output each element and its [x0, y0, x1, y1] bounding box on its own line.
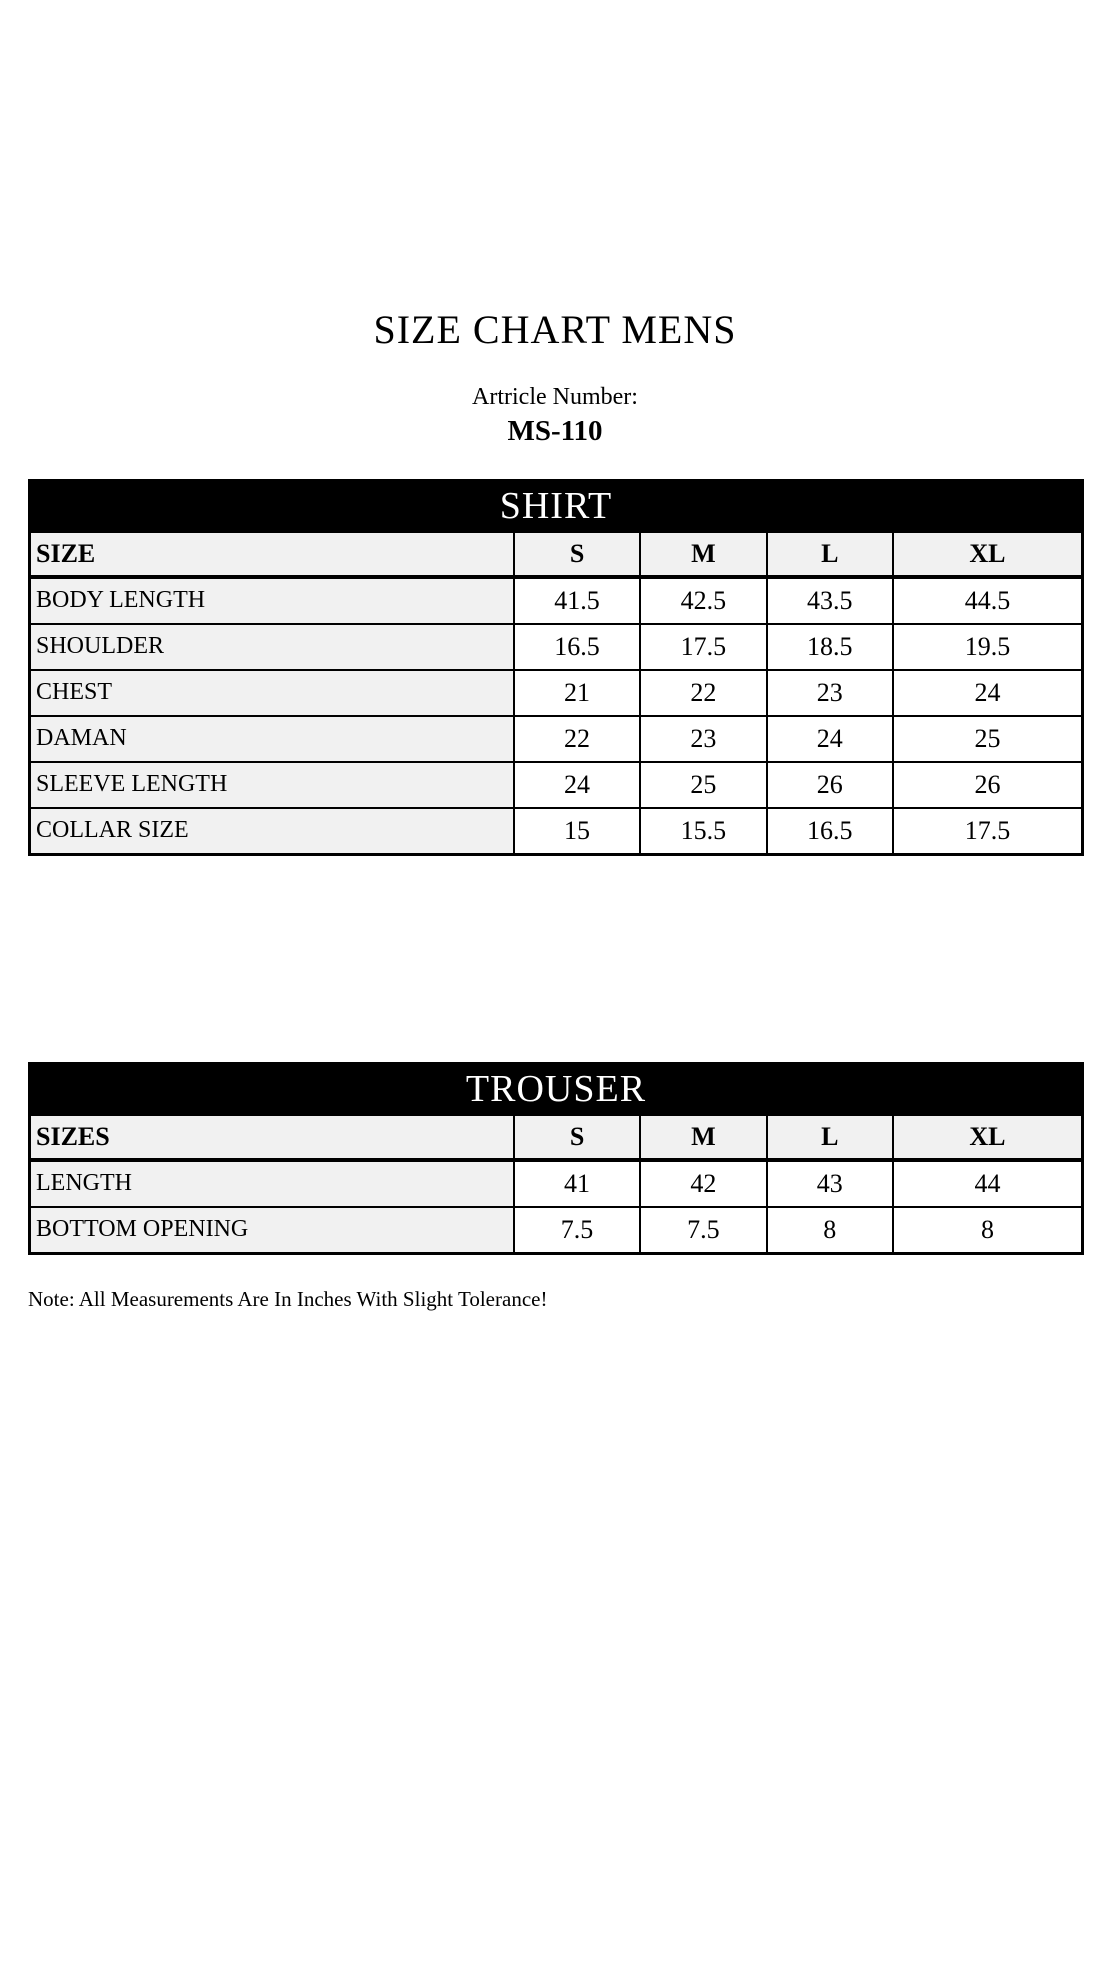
- column-header-label: SIZES: [28, 1113, 515, 1162]
- measurement-row: DAMAN 22 23 24 25: [28, 714, 1084, 763]
- tables-container: SHIRT SIZE S M L XL BODY LENGTH 41.5 42.5 43.5 44.…: [28, 478, 1084, 1255]
- table-title: SHIRT: [29, 480, 1083, 532]
- article-number-value: MS-110: [507, 414, 603, 447]
- column-header-m: M: [639, 530, 768, 579]
- size-value: 43: [765, 1158, 894, 1208]
- measurement-row: COLLAR SIZE 15 15.5 16.5 17.5: [28, 806, 1084, 856]
- row-label: DAMAN: [28, 714, 515, 763]
- measurement-row: SLEEVE LENGTH 24 25 26 26: [28, 760, 1084, 809]
- size-value: 22: [512, 714, 642, 763]
- size-value: 8: [765, 1205, 894, 1255]
- measurement-row: BOTTOM OPENING 7.5 7.5 8 8: [28, 1205, 1084, 1255]
- column-header-xl: XL: [891, 1113, 1084, 1162]
- size-value: 22: [639, 668, 768, 717]
- shirt-size-table: SHIRT SIZE S M L XL BODY LENGTH 41.5 42.5 43.5 44.…: [28, 478, 1084, 856]
- size-value: 26: [765, 760, 894, 809]
- row-label: SHOULDER: [28, 622, 515, 671]
- column-header-s: S: [512, 1113, 642, 1162]
- size-value: 43.5: [765, 575, 894, 625]
- table-title-row: TROUSER: [29, 1063, 1083, 1115]
- row-label: COLLAR SIZE: [28, 806, 515, 856]
- column-header-l: L: [765, 1113, 894, 1162]
- size-value: 26: [891, 760, 1084, 809]
- table-title-row: SHIRT: [29, 480, 1083, 532]
- size-value: 19.5: [891, 622, 1084, 671]
- size-value: 24: [891, 668, 1084, 717]
- size-value: 17.5: [639, 622, 768, 671]
- row-label: CHEST: [28, 668, 515, 717]
- table-title: TROUSER: [29, 1063, 1083, 1115]
- measurement-row: BODY LENGTH 41.5 42.5 43.5 44.5: [28, 575, 1084, 625]
- column-header-m: M: [639, 1113, 768, 1162]
- row-label: SLEEVE LENGTH: [28, 760, 515, 809]
- size-value: 16.5: [512, 622, 642, 671]
- size-value: 17.5: [891, 806, 1084, 856]
- size-value: 41: [512, 1158, 642, 1208]
- size-value: 44: [891, 1158, 1084, 1208]
- size-value: 7.5: [512, 1205, 642, 1255]
- measurement-row: SHOULDER 16.5 17.5 18.5 19.5: [28, 622, 1084, 671]
- column-header-xl: XL: [891, 530, 1084, 579]
- size-value: 18.5: [765, 622, 894, 671]
- size-value: 25: [639, 760, 768, 809]
- column-header-row: SIZES S M L XL: [28, 1113, 1084, 1162]
- size-value: 24: [765, 714, 894, 763]
- size-value: 15: [512, 806, 642, 856]
- size-value: 42: [639, 1158, 768, 1208]
- size-value: 41.5: [512, 575, 642, 625]
- row-label: LENGTH: [28, 1158, 515, 1208]
- size-value: 8: [891, 1205, 1084, 1255]
- measurement-note: Note: All Measurements Are In Inches Wit…: [28, 1286, 548, 1311]
- article-number-label: Artricle Number:: [472, 384, 638, 410]
- size-value: 7.5: [639, 1205, 768, 1255]
- size-value: 16.5: [765, 806, 894, 856]
- size-value: 42.5: [639, 575, 768, 625]
- column-header-label: SIZE: [28, 530, 515, 579]
- size-value: 23: [765, 668, 894, 717]
- page-title: SIZE CHART MENS: [373, 307, 737, 352]
- size-value: 23: [639, 714, 768, 763]
- measurement-row: CHEST 21 22 23 24: [28, 668, 1084, 717]
- measurement-row: LENGTH 41 42 43 44: [28, 1158, 1084, 1208]
- trouser-size-table: TROUSER SIZES S M L XL LENGTH 41 42 43 44 BOTTOM OP…: [28, 1061, 1084, 1255]
- row-label: BOTTOM OPENING: [28, 1205, 515, 1255]
- column-header-l: L: [765, 530, 894, 579]
- size-value: 15.5: [639, 806, 768, 856]
- row-label: BODY LENGTH: [28, 575, 515, 625]
- size-value: 25: [891, 714, 1084, 763]
- size-value: 24: [512, 760, 642, 809]
- column-header-s: S: [512, 530, 642, 579]
- size-value: 21: [512, 668, 642, 717]
- column-header-row: SIZE S M L XL: [28, 530, 1084, 579]
- size-value: 44.5: [891, 575, 1084, 625]
